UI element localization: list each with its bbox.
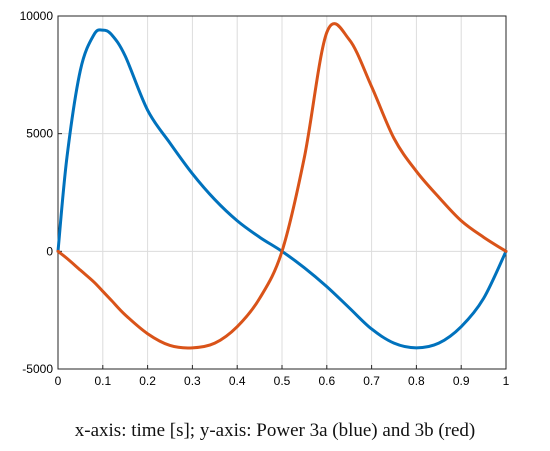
x-tick-label: 1 <box>503 374 510 388</box>
y-tick-label: -5000 <box>22 362 53 376</box>
x-tick-label: 0 <box>55 374 62 388</box>
series-lines <box>56 22 508 350</box>
x-tick-label: 0.7 <box>363 374 380 388</box>
series-line-blue <box>56 28 508 350</box>
series-line-red <box>56 22 508 350</box>
x-tick-label: 0.9 <box>453 374 470 388</box>
y-tick-label: 0 <box>46 244 53 258</box>
y-tick-label: 10000 <box>20 9 54 23</box>
x-tick-label: 0.5 <box>274 374 291 388</box>
x-tick-label: 0.1 <box>94 374 111 388</box>
x-tick-label: 0.4 <box>229 374 246 388</box>
x-tick-label: 0.3 <box>184 374 201 388</box>
x-tick-label: 0.2 <box>139 374 156 388</box>
x-tick-label: 0.6 <box>318 374 335 388</box>
y-tick-label: 5000 <box>26 127 53 141</box>
y-axis-ticks: -5000 0 5000 10000 <box>20 9 62 376</box>
chart: 0 0.1 0.2 0.3 0.4 0.5 0.6 0.7 0.8 0.9 1 -500005000… <box>20 9 510 388</box>
x-tick-label: 0.8 <box>408 374 425 388</box>
figure-caption: x-axis: time [s]; y-axis: Power 3a (blue… <box>74 420 476 441</box>
x-axis-ticks: 0 0.1 0.2 0.3 0.4 0.5 0.6 0.7 0.8 0.9 1 <box>55 365 510 388</box>
